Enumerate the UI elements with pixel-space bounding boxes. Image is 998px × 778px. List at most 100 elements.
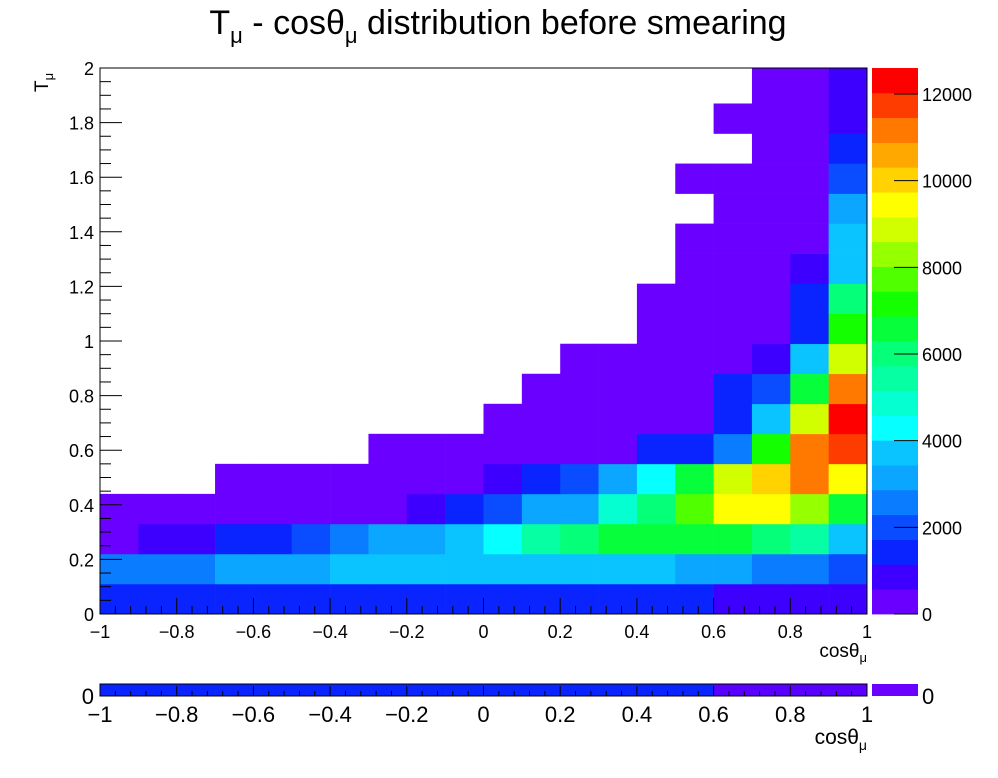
heatmap-cell [713, 463, 753, 495]
heatmap-cell [828, 493, 868, 525]
heatmap-cell [790, 253, 829, 284]
colorbar-segment [872, 489, 918, 516]
heatmap-cell [291, 583, 331, 615]
heatmap-cell [560, 583, 599, 615]
heatmap-cell [790, 343, 829, 375]
heatmap-cell [483, 583, 523, 615]
heatmap-cell [828, 403, 868, 435]
heatmap-cell [790, 283, 829, 314]
colorbar-tick-label: 4000 [922, 432, 962, 452]
y-tick-label: 0.8 [69, 387, 94, 407]
x-tick-label: −0.4 [312, 622, 348, 642]
heatmap-cell [675, 523, 714, 555]
x-tick-label: 0.2 [548, 622, 573, 642]
strip-x-ticks: −1 −0.8 −0.6 −0.4 −0.2 0 0.2 0.4 0.6 0.8 1 [87, 686, 873, 727]
heatmap-cell [751, 523, 791, 555]
heatmap-cell [598, 373, 638, 405]
heatmap-cell [751, 133, 791, 164]
heatmap-cell [751, 343, 791, 375]
colorbar-tick-label: 6000 [922, 345, 962, 365]
heatmap-cell [751, 463, 791, 495]
heatmap-cell [636, 283, 676, 314]
heatmap-cell [790, 493, 829, 525]
colorbar-segment [872, 241, 918, 267]
heatmap-cell [253, 493, 293, 525]
heatmap-cell [751, 253, 791, 284]
heatmap-cell [445, 523, 484, 555]
heatmap-cell [138, 583, 177, 615]
heatmap-cell [713, 373, 753, 405]
heatmap-cell [560, 373, 599, 405]
heatmap-cell [790, 583, 829, 615]
heatmap-cell [790, 163, 829, 194]
heatmap-cell [828, 68, 868, 104]
heatmap-cell [291, 553, 331, 585]
heatmap-cell [751, 68, 791, 104]
x-tick-label: 0.8 [778, 622, 803, 642]
heatmap-cell [790, 373, 829, 405]
heatmap-cell [560, 553, 599, 585]
heatmap-cell [790, 103, 829, 134]
heatmap-cell [330, 523, 369, 555]
strip-x-tick-label: −0.8 [155, 702, 198, 727]
strip-cell [598, 684, 638, 696]
y-tick-label: 1 [84, 332, 94, 352]
heatmap-cell [636, 373, 676, 405]
heatmap-cell [138, 493, 177, 525]
heatmap-cell [560, 433, 599, 465]
heatmap-cell [675, 343, 714, 375]
heatmap-cell [138, 523, 177, 555]
heatmap-cell [253, 553, 293, 585]
heatmap-cell [751, 283, 791, 314]
heatmap-cell [598, 553, 638, 585]
heatmap-cell [291, 463, 331, 495]
heatmap-cell [790, 133, 829, 164]
y-tick-label: 1.8 [69, 114, 94, 134]
strip-x-tick-label: 0.8 [775, 702, 806, 727]
strip-colorbar-tick-label: 0 [922, 684, 934, 709]
y-tick-label: 0.6 [69, 441, 94, 461]
strip-x-tick-label: 1 [861, 702, 873, 727]
colorbar-segment [872, 68, 918, 94]
heatmap-cell [445, 493, 484, 525]
strip-cell [521, 684, 561, 696]
colorbar-segment [872, 440, 918, 466]
heatmap-cell [636, 523, 676, 555]
heatmap-cell [713, 583, 753, 615]
chart-title: Tμ - cosθμ distribution before smearing [209, 4, 786, 48]
heatmap-cell [445, 463, 484, 495]
heatmap-cell [445, 583, 484, 615]
heatmap-cell [751, 163, 791, 194]
heatmap-cell [100, 523, 139, 555]
strip-cell [291, 684, 331, 696]
heatmap-cell [368, 583, 408, 615]
heatmap-cell [828, 283, 868, 314]
strip-x-tick-label: 0 [477, 702, 489, 727]
heatmap-cell [828, 553, 868, 585]
heatmap-cell [406, 433, 446, 465]
heatmap-cell [828, 373, 868, 405]
heatmap-cell [598, 523, 638, 555]
heatmap-cell [176, 553, 216, 585]
heatmap-cell [751, 313, 791, 345]
heatmap-cell [751, 103, 791, 134]
heatmap-cell [675, 283, 714, 314]
heatmap-cell [675, 493, 714, 525]
colorbar [872, 68, 918, 615]
heatmap-cell [138, 553, 177, 585]
x-tick-label: −0.6 [236, 622, 272, 642]
heatmap-cell [675, 163, 714, 194]
x-tick-label: −0.2 [389, 622, 425, 642]
heatmap-cell [828, 253, 868, 284]
colorbar-segment [872, 167, 918, 193]
heatmap-cell [636, 493, 676, 525]
heatmap-cell [751, 193, 791, 224]
heatmap-cell [406, 583, 446, 615]
colorbar-segment [872, 316, 918, 342]
heatmap-cell [790, 433, 829, 465]
colorbar-segment [872, 142, 918, 168]
x-tick-label: 0 [478, 622, 488, 642]
heatmap-cell [828, 463, 868, 495]
heatmap-cell [330, 463, 369, 495]
heatmap-cell [675, 373, 714, 405]
